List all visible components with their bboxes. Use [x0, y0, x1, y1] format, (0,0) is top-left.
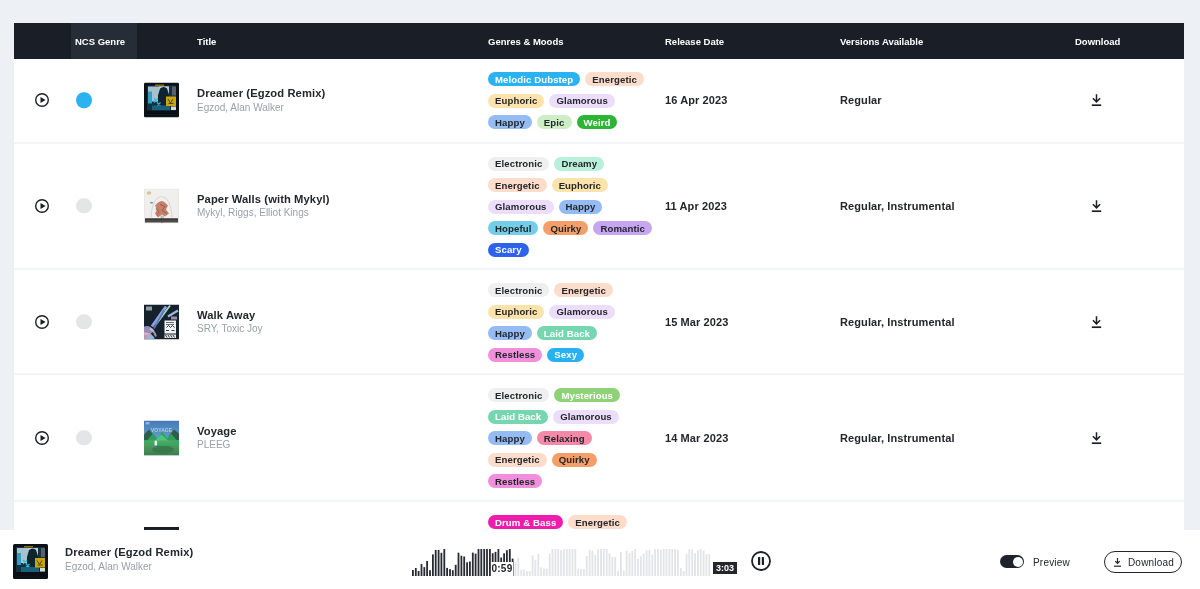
svg-text:VOYAGE: VOYAGE: [151, 426, 173, 432]
